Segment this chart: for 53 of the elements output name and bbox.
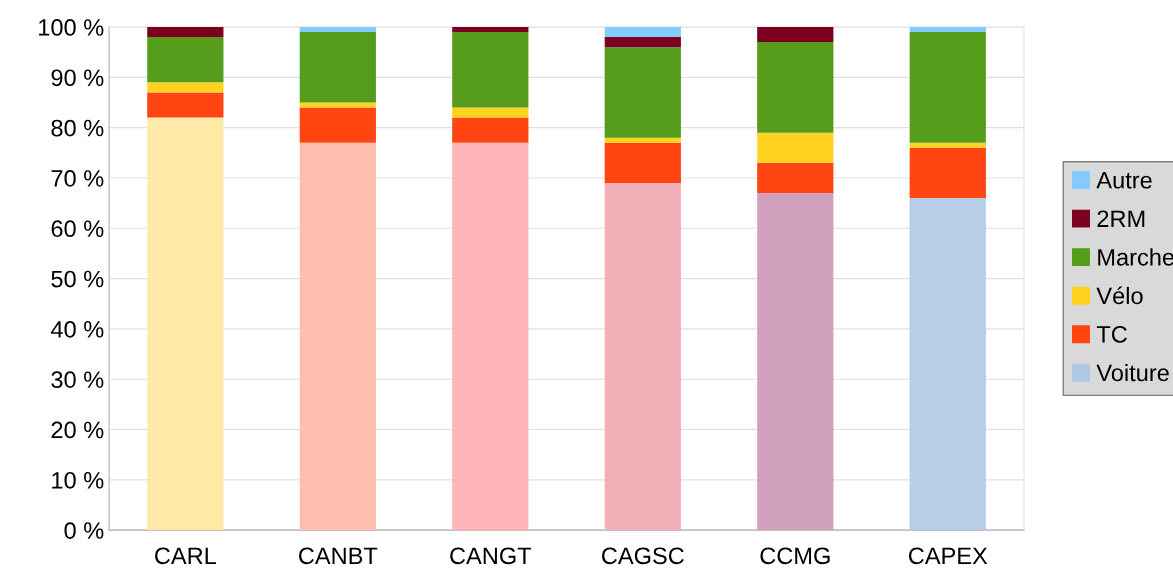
x-tick-label: CANBT — [299, 547, 378, 565]
y-tick-label: 30 % — [51, 371, 104, 388]
bar — [909, 142, 986, 148]
x-tick-label: CARL — [155, 547, 217, 565]
bar — [909, 32, 986, 143]
bar — [452, 142, 529, 531]
y-tick-label: 90 % — [51, 69, 104, 87]
y-tick-label: 70 % — [51, 170, 104, 187]
x-tick-label: CANGT — [450, 547, 532, 565]
bar — [452, 27, 529, 33]
bar — [604, 27, 681, 38]
bar — [452, 117, 529, 143]
y-tick-label: 100 % — [39, 19, 104, 36]
y-tick-label: 50 % — [51, 270, 104, 288]
bar — [757, 27, 834, 43]
y-tick-label: 80 % — [51, 119, 104, 137]
x-tick-label: CAPEX — [908, 547, 988, 565]
legend-label: Autre — [1096, 172, 1152, 189]
bar — [604, 47, 681, 138]
bar — [147, 82, 224, 93]
x-tick-label: CAGSC — [602, 547, 684, 565]
bar — [909, 147, 986, 199]
y-tick-label: 10 % — [52, 471, 104, 489]
bar — [604, 137, 681, 143]
legend-label: TC — [1096, 326, 1127, 343]
bar — [299, 107, 376, 143]
bar — [757, 42, 834, 133]
x-tick-label: CCMG — [760, 547, 830, 565]
bar — [147, 117, 224, 531]
bar — [909, 27, 986, 33]
bar — [299, 27, 376, 33]
legend-label: Voiture — [1096, 363, 1169, 382]
bar — [909, 198, 986, 531]
y-tick-label: 0 % — [64, 522, 104, 539]
legend-label: 2RM — [1097, 210, 1145, 227]
y-tick-label: 40 % — [50, 320, 104, 338]
bar — [299, 142, 376, 531]
bar — [757, 193, 834, 531]
bar — [757, 132, 834, 163]
y-tick-label: 60 % — [51, 220, 104, 238]
bar — [757, 162, 834, 194]
bar — [452, 32, 529, 108]
legend-label: Vélo — [1096, 286, 1143, 305]
y-tick-label: 20 % — [51, 421, 104, 439]
bar — [452, 107, 529, 118]
bar — [299, 102, 376, 108]
bar — [604, 182, 681, 531]
bar — [604, 37, 681, 48]
bar — [604, 142, 681, 183]
bar — [147, 27, 224, 38]
bar — [299, 32, 376, 103]
bar — [147, 37, 224, 83]
bar — [147, 92, 224, 118]
